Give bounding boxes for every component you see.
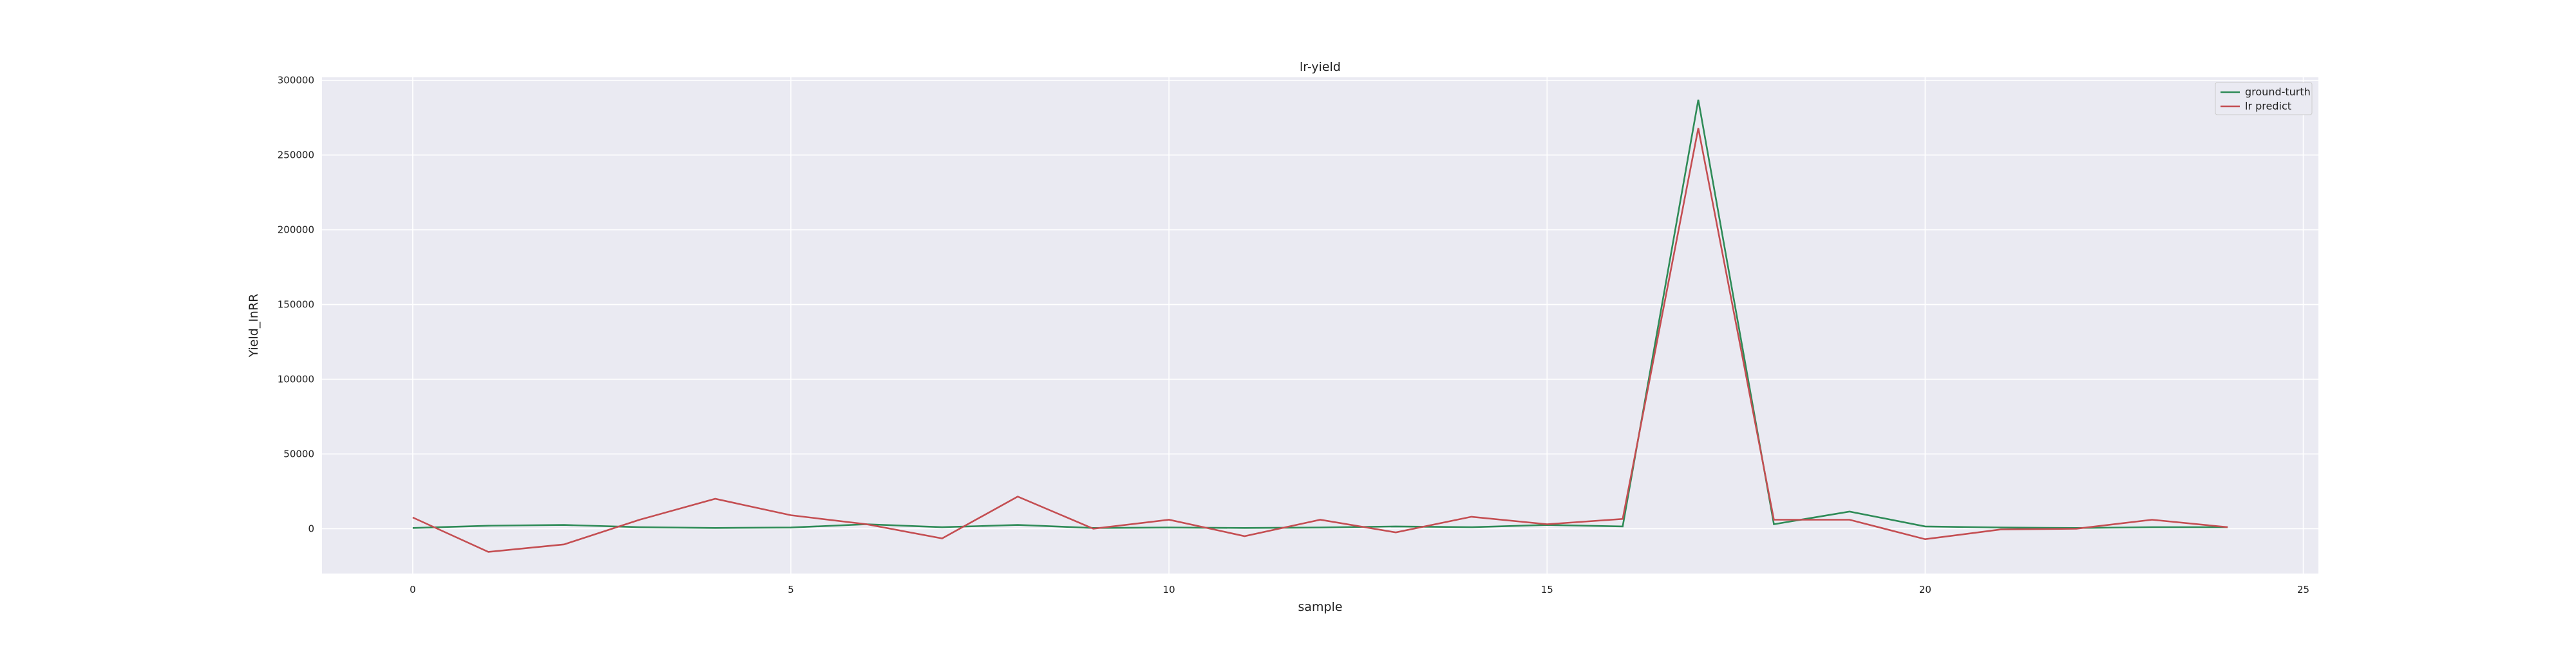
x-tick-label: 15 [1541,584,1553,595]
x-tick-label: 25 [2297,584,2309,595]
plot-area [322,77,2318,574]
x-tick-label: 0 [410,584,416,595]
y-tick-label: 0 [308,523,314,534]
y-tick-label: 50000 [283,448,314,459]
chart-title: lr-yield [1300,60,1341,74]
y-tick-label: 100000 [278,373,314,385]
y-tick-label: 200000 [278,224,314,236]
y-axis-label: Yield_InRR [247,294,261,358]
legend-label: lr predict [2245,100,2291,112]
x-tick-label: 20 [1919,584,1931,595]
y-tick-label: 250000 [278,150,314,161]
x-tick-label: 10 [1163,584,1175,595]
x-tick-label: 5 [788,584,794,595]
x-axis-label: sample [1298,600,1342,614]
y-tick-label: 150000 [278,299,314,311]
legend-label: ground-turth [2245,86,2311,98]
y-tick-label: 300000 [278,75,314,86]
legend: ground-turth lr predict [2215,82,2312,115]
